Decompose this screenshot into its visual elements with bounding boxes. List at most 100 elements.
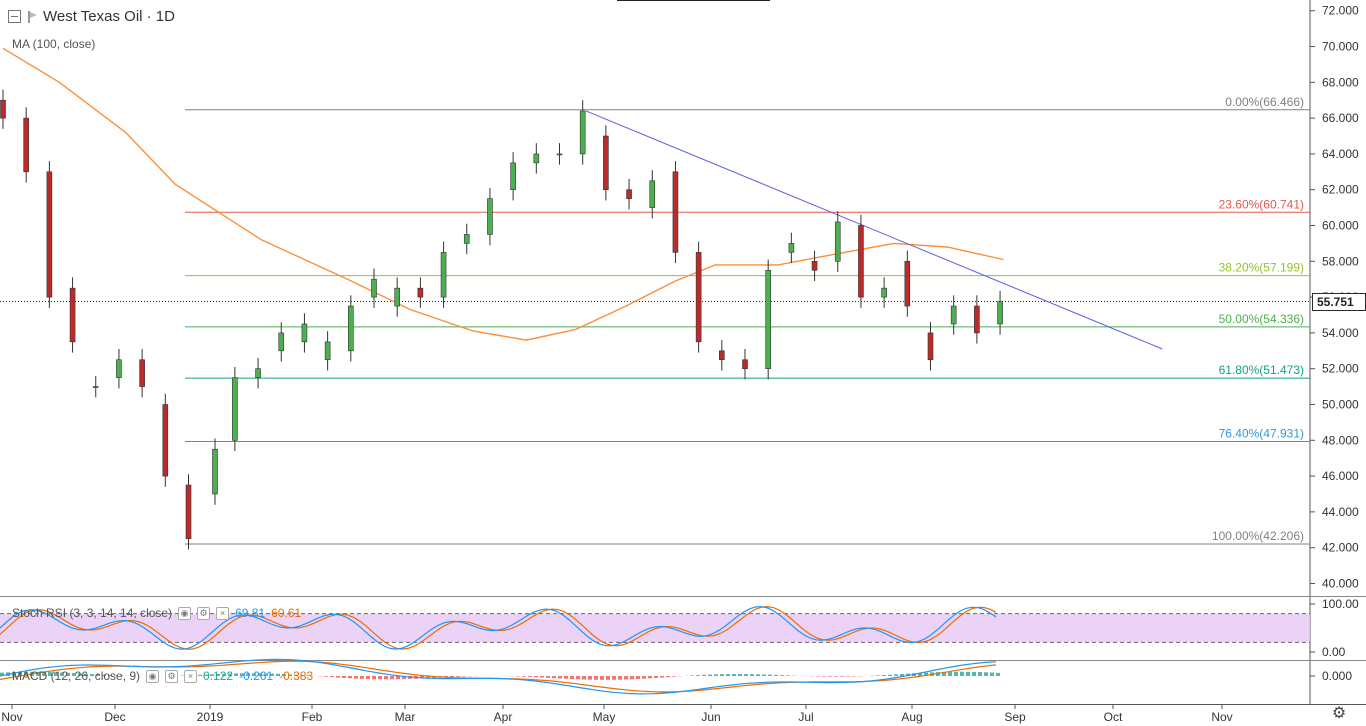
candle-body — [487, 198, 493, 235]
macd-histogram-bar — [84, 673, 88, 676]
macd-histogram-bar — [588, 676, 592, 680]
macd-histogram-bar — [636, 676, 640, 679]
macd-histogram-bar — [894, 674, 898, 676]
macd-histogram-bar — [90, 674, 94, 676]
macd-histogram-bar — [396, 676, 400, 680]
symbol-title[interactable]: West Texas Oil · 1D — [43, 8, 175, 25]
candle-body — [139, 359, 145, 387]
macd-histogram-bar — [258, 673, 262, 676]
macd-histogram-bar — [756, 674, 760, 676]
price-tick-label: 64.000 — [1322, 147, 1359, 161]
macd-histogram-bar — [942, 671, 946, 676]
macd-histogram-bar — [600, 676, 604, 680]
macd-histogram-bar — [336, 676, 340, 678]
close-icon[interactable]: × — [216, 606, 230, 620]
macd-histogram-bar — [108, 675, 112, 676]
time-tick-label: Feb — [302, 710, 323, 724]
price-tick-label: 54.000 — [1322, 326, 1359, 340]
candle-body — [579, 110, 586, 155]
macd-histogram-bar — [594, 676, 598, 680]
candle-body — [788, 243, 795, 253]
fib-level-label: 76.40%(47.931) — [1219, 427, 1304, 441]
macd-signal-value: -0.383 — [279, 669, 314, 683]
settings-icon[interactable]: ⚙ — [165, 669, 179, 683]
macd-histogram-bar — [906, 673, 910, 676]
trendline — [585, 110, 1163, 350]
candle-body — [858, 225, 864, 298]
macd-histogram-bar — [114, 675, 118, 676]
candle-body — [742, 359, 748, 369]
fib-level-label: 0.00%(66.466) — [1225, 95, 1304, 109]
eye-icon[interactable]: ◉ — [178, 606, 192, 620]
macd-histogram-bar — [366, 676, 370, 680]
time-tick-label: Jul — [798, 710, 813, 724]
candle-body — [881, 287, 887, 298]
time-tick-label: Oct — [1104, 710, 1123, 724]
settings-icon[interactable]: ⚙ — [197, 606, 211, 620]
macd-histogram-bar — [570, 676, 574, 680]
time-tick-label: Jun — [701, 710, 720, 724]
candle-body — [950, 305, 957, 325]
macd-tick-label: 0.000 — [1322, 669, 1352, 683]
macd-histogram-bar — [612, 676, 616, 680]
stoch-tick-label: 100.00 — [1322, 597, 1359, 611]
candle-body — [834, 221, 841, 262]
macd-histogram-bar — [444, 676, 448, 678]
macd-histogram-bar — [660, 676, 664, 678]
macd-histogram-bar — [204, 674, 208, 676]
price-tick-label: 46.000 — [1322, 469, 1359, 483]
macd-histogram-bar — [840, 676, 844, 677]
macd-histogram-bar — [78, 673, 82, 676]
macd-histogram-bar — [960, 671, 964, 676]
macd-histogram-bar — [300, 675, 304, 676]
price-tick-label: 60.000 — [1322, 219, 1359, 233]
chart-settings-gear-icon[interactable]: ⚙ — [1331, 705, 1347, 722]
eye-icon[interactable]: ◉ — [146, 669, 160, 683]
stoch-k-line — [0, 606, 997, 650]
macd-histogram-bar — [18, 671, 22, 676]
macd-histogram-bar — [42, 671, 46, 676]
macd-histogram-bar — [774, 674, 778, 676]
stoch-rsi-label[interactable]: Stoch RSI (3, 3, 14, 14, close) — [12, 606, 173, 620]
stoch-rsi-legend: Stoch RSI (3, 3, 14, 14, close) ◉ ⚙ × 69… — [12, 606, 301, 620]
time-tick-label: Aug — [901, 710, 922, 724]
macd-histogram-bar — [834, 676, 838, 677]
candle-body — [348, 305, 354, 352]
macd-histogram-bar — [282, 674, 286, 676]
macd-histogram-bar — [876, 675, 880, 676]
candle-body — [765, 269, 771, 369]
macd-histogram-bar — [768, 674, 772, 676]
macd-histogram-bar — [402, 676, 406, 680]
stoch-d-value: 60.61 — [271, 606, 302, 620]
macd-histogram-bar — [558, 676, 562, 679]
price-tick-label: 70.000 — [1322, 40, 1359, 54]
macd-histogram-bar — [294, 674, 298, 676]
macd-histogram-bar — [48, 672, 52, 676]
candle-body — [649, 180, 656, 208]
macd-histogram-bar — [354, 676, 358, 679]
macd-histogram-bar — [630, 676, 634, 680]
macd-histogram-bar — [222, 673, 226, 676]
price-tick-label: 50.000 — [1322, 397, 1359, 411]
macd-histogram-bar — [24, 671, 28, 676]
macd-histogram-bar — [642, 676, 646, 679]
macd-histogram-bar — [714, 674, 718, 676]
macd-histogram-bar — [60, 672, 64, 676]
ma-indicator-label[interactable]: MA (100, close) — [12, 37, 96, 51]
time-tick-label: Dec — [104, 710, 125, 724]
macd-histogram-bar — [582, 676, 586, 680]
macd-histogram-bar — [552, 676, 556, 679]
moving-average-line — [2, 47, 1004, 341]
candle-body — [695, 252, 702, 343]
price-tick-label: 44.000 — [1322, 505, 1359, 519]
collapse-icon[interactable] — [8, 10, 21, 23]
macd-label[interactable]: MACD (12, 26, close, 9) — [12, 669, 141, 683]
macd-histogram-bar — [564, 676, 568, 679]
candle-body — [162, 404, 169, 477]
candle-body — [603, 135, 609, 191]
macd-histogram-bar — [702, 674, 706, 676]
flag-icon[interactable] — [27, 10, 37, 23]
close-icon[interactable]: × — [184, 669, 198, 683]
